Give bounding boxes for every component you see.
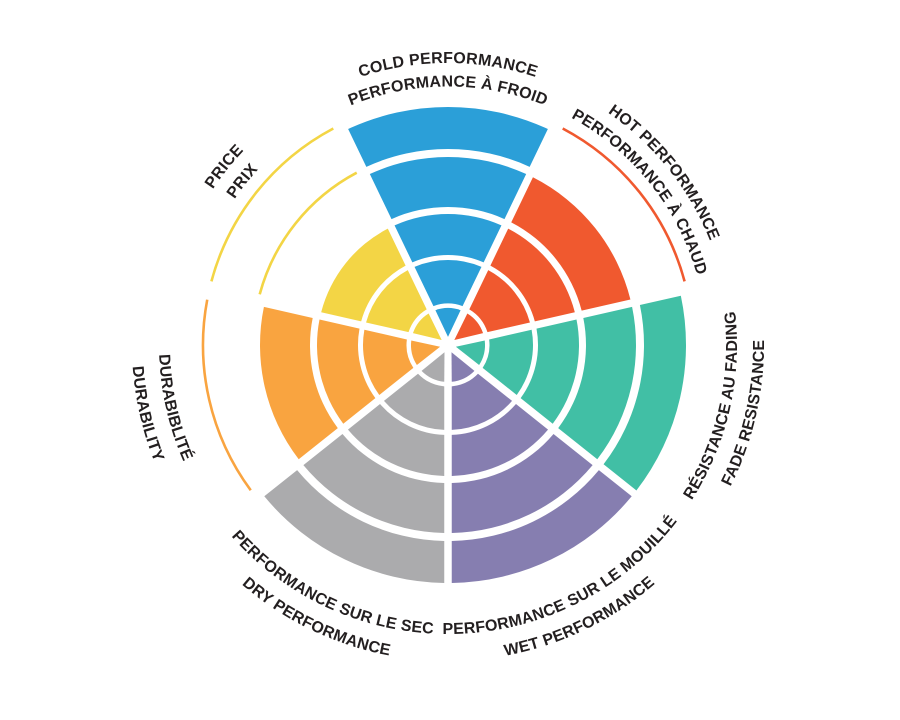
ring-band [451, 470, 632, 583]
ring-band [469, 270, 530, 333]
ring-outline-arc [210, 127, 334, 282]
ring-band [369, 156, 527, 220]
ring-band [260, 306, 338, 460]
ring-band [411, 340, 441, 366]
ring-band [520, 319, 580, 424]
ring-band [421, 352, 445, 382]
ring-band [482, 329, 533, 396]
ring-band [451, 433, 593, 533]
ring-outline-arc [258, 171, 358, 295]
ring-band [412, 313, 442, 340]
ring-band [383, 373, 445, 430]
ring-band [347, 404, 445, 476]
ring-band [451, 373, 513, 430]
ring-band [490, 228, 575, 322]
ring-band [511, 177, 631, 311]
ring-band [366, 270, 427, 333]
ring-band [558, 306, 636, 460]
ring-band [451, 352, 475, 382]
ring-band [603, 295, 687, 491]
ring-band [321, 228, 406, 322]
ring-band [316, 319, 376, 424]
ring-band [264, 470, 445, 583]
ring-band [455, 340, 485, 366]
ring-band [454, 313, 484, 340]
ring-band [435, 308, 461, 337]
ring-outline-arc [201, 299, 252, 492]
ring-band [414, 260, 482, 307]
ring-band [363, 329, 414, 396]
ring-band [303, 433, 445, 533]
ring-band [451, 404, 549, 476]
ring-band [394, 213, 502, 263]
ring-band [348, 107, 548, 167]
ring-outline-arc [562, 127, 686, 282]
